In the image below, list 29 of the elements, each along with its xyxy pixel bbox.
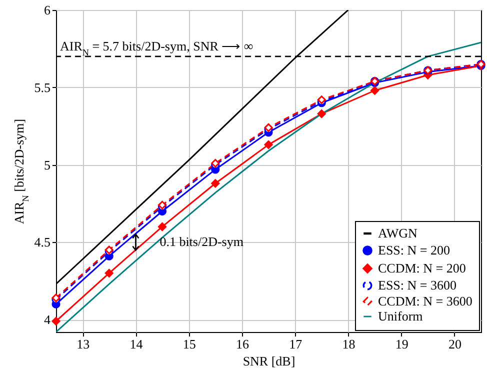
- legend-label: ESS: N = 3600: [378, 278, 456, 292]
- y-tick-label: 6: [44, 2, 51, 18]
- x-tick-label: 18: [342, 336, 356, 352]
- x-tick-label: 20: [448, 336, 462, 352]
- legend-label: ESS: N = 200: [378, 242, 450, 258]
- x-tick-label: 14: [130, 336, 144, 352]
- legend-label: CCDM: N = 3600: [378, 294, 472, 308]
- y-tick-label: 5.5: [34, 80, 50, 95]
- y-tick-label: 4: [44, 312, 51, 328]
- legend-label: Uniform: [378, 308, 423, 324]
- point: [317, 109, 326, 118]
- x-tick-label: 16: [236, 336, 250, 352]
- legend-label: AWGN: [378, 226, 418, 240]
- point: [211, 179, 220, 188]
- y-tick-label: 5: [44, 157, 50, 172]
- x-axis-title: SNR [dB]: [242, 354, 296, 368]
- annotation: 0.1 bits/2D-sym: [160, 234, 244, 250]
- x-tick-label: 19: [395, 336, 408, 352]
- legend-label: CCDM: N = 200: [378, 260, 466, 276]
- ref-line-label: AIR$_{N}$ = 5.7 bits/2D-sym, SNR ⟶ ∞: [60, 38, 254, 58]
- x-tick-label: 15: [182, 336, 196, 352]
- point: [370, 86, 380, 95]
- x-tick-label: 17: [289, 336, 303, 352]
- point: [158, 222, 167, 232]
- point: [104, 268, 114, 278]
- point: [264, 140, 273, 149]
- x-tick-label: 13: [76, 336, 90, 352]
- point: [52, 316, 60, 326]
- y-tick-label: 4.5: [34, 234, 50, 250]
